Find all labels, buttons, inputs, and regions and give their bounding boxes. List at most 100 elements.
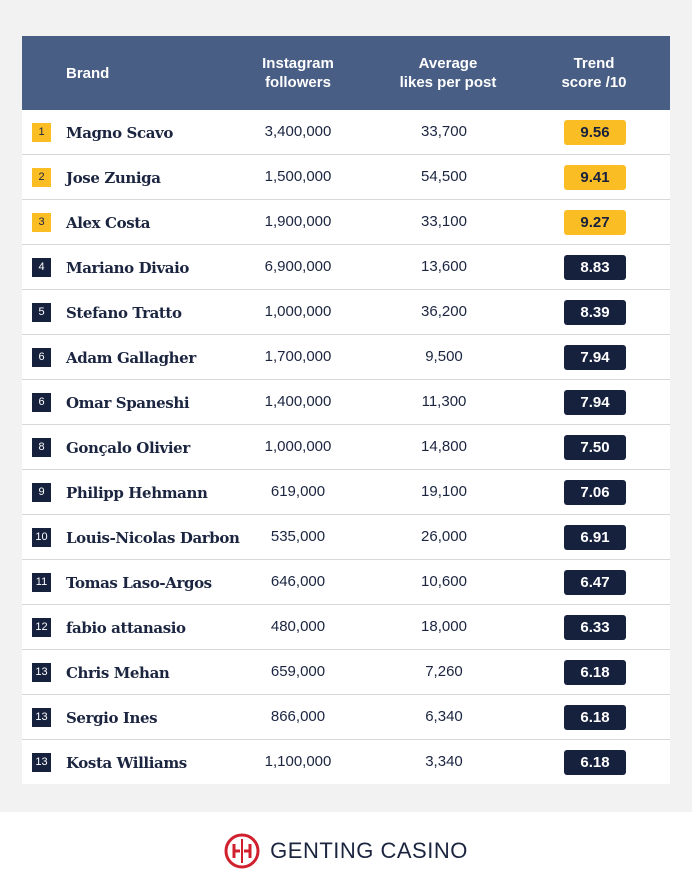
table-row: 12 fabio attanasio 480,000 18,000 6.33 bbox=[22, 605, 670, 650]
trend-score-badge: 6.91 bbox=[564, 525, 626, 550]
table-row: 8 Gonçalo Olivier 1,000,000 14,800 7.50 bbox=[22, 425, 670, 470]
followers-value: 646,000 bbox=[270, 573, 326, 590]
header-brand-label: Brand bbox=[66, 64, 110, 82]
trend-score-badge: 6.18 bbox=[564, 705, 626, 730]
rank-badge: 2 bbox=[32, 168, 51, 187]
likes-value: 6,340 bbox=[425, 708, 463, 725]
followers-value: 1,900,000 bbox=[264, 213, 332, 230]
likes-value: 3,340 bbox=[425, 753, 463, 770]
brand-name: Kosta Williams bbox=[66, 754, 187, 772]
likes-value: 19,100 bbox=[421, 483, 467, 500]
likes-value: 36,200 bbox=[421, 303, 467, 320]
table-row: 9 Philipp Hehmann 619,000 19,100 7.06 bbox=[22, 470, 670, 515]
followers-value: 3,400,000 bbox=[264, 123, 332, 140]
header-likes-line1: Average bbox=[418, 55, 478, 72]
trend-score-badge: 7.50 bbox=[564, 435, 626, 460]
table-row: 6 Omar Spaneshi 1,400,000 11,300 7.94 bbox=[22, 380, 670, 425]
rank-badge: 1 bbox=[32, 123, 51, 142]
rank-badge: 6 bbox=[32, 393, 51, 412]
followers-value: 1,700,000 bbox=[264, 348, 332, 365]
followers-value: 480,000 bbox=[270, 618, 326, 635]
likes-value: 10,600 bbox=[421, 573, 467, 590]
table-row: 13 Chris Mehan 659,000 7,260 6.18 bbox=[22, 650, 670, 695]
followers-value: 1,500,000 bbox=[264, 168, 332, 185]
header-likes-line2: likes per post bbox=[399, 74, 497, 91]
rank-badge: 5 bbox=[32, 303, 51, 322]
brand-name: Adam Gallagher bbox=[66, 349, 196, 367]
followers-value: 1,400,000 bbox=[264, 393, 332, 410]
header-trend-line1: Trend bbox=[573, 55, 615, 72]
followers-value: 535,000 bbox=[270, 528, 326, 545]
likes-value: 33,700 bbox=[421, 123, 467, 140]
rank-badge: 8 bbox=[32, 438, 51, 457]
table-row: 2 Jose Zuniga 1,500,000 54,500 9.41 bbox=[22, 155, 670, 200]
table-row: 6 Adam Gallagher 1,700,000 9,500 7.94 bbox=[22, 335, 670, 380]
trend-score-badge: 6.47 bbox=[564, 570, 626, 595]
followers-value: 659,000 bbox=[270, 663, 326, 680]
header-trend-line2: score /10 bbox=[561, 74, 627, 91]
trend-score-badge: 9.27 bbox=[564, 210, 626, 235]
followers-value: 619,000 bbox=[270, 483, 326, 500]
trend-score-badge: 7.94 bbox=[564, 345, 626, 370]
table-row: 13 Kosta Williams 1,100,000 3,340 6.18 bbox=[22, 740, 670, 784]
brand-name: Stefano Tratto bbox=[66, 304, 182, 322]
rank-badge: 13 bbox=[32, 753, 51, 772]
trend-score-badge: 7.06 bbox=[564, 480, 626, 505]
likes-value: 14,800 bbox=[421, 438, 467, 455]
header-followers-line2: followers bbox=[265, 74, 331, 91]
header-followers-line1: Instagram bbox=[262, 55, 334, 72]
likes-value: 33,100 bbox=[421, 213, 467, 230]
brand-name: Jose Zuniga bbox=[66, 169, 161, 187]
followers-value: 866,000 bbox=[270, 708, 326, 725]
brand-name: fabio attanasio bbox=[66, 619, 186, 637]
trend-score-badge: 7.94 bbox=[564, 390, 626, 415]
brand-name: Louis-Nicolas Darbon bbox=[66, 529, 240, 547]
brand-name: Alex Costa bbox=[66, 214, 151, 232]
trend-score-badge: 6.18 bbox=[564, 660, 626, 685]
rank-badge: 10 bbox=[32, 528, 51, 547]
trend-score-badge: 6.18 bbox=[564, 750, 626, 775]
followers-value: 1,100,000 bbox=[264, 753, 332, 770]
table-row: 13 Sergio Ines 866,000 6,340 6.18 bbox=[22, 695, 670, 740]
likes-value: 13,600 bbox=[421, 258, 467, 275]
followers-value: 6,900,000 bbox=[264, 258, 332, 275]
table-row: 1 Magno Scavo 3,400,000 33,700 9.56 bbox=[22, 110, 670, 155]
likes-value: 26,000 bbox=[421, 528, 467, 545]
brand-name: Gonçalo Olivier bbox=[66, 439, 190, 457]
header-followers: Instagram followers bbox=[248, 36, 348, 110]
brand-name: Chris Mehan bbox=[66, 664, 170, 682]
rank-badge: 4 bbox=[32, 258, 51, 277]
trend-score-badge: 9.41 bbox=[564, 165, 626, 190]
header-trend: Trend score /10 bbox=[542, 36, 646, 110]
table-row: 5 Stefano Tratto 1,000,000 36,200 8.39 bbox=[22, 290, 670, 335]
brand-name: Sergio Ines bbox=[66, 709, 158, 727]
table-header: Brand Instagram followers Average likes … bbox=[22, 36, 670, 110]
table-row: 4 Mariano Divaio 6,900,000 13,600 8.83 bbox=[22, 245, 670, 290]
brand-name: Philipp Hehmann bbox=[66, 484, 208, 502]
table-row: 10 Louis-Nicolas Darbon 535,000 26,000 6.91 bbox=[22, 515, 670, 560]
rank-badge: 12 bbox=[32, 618, 51, 637]
brand-name: Omar Spaneshi bbox=[66, 394, 190, 412]
brand-name: Magno Scavo bbox=[66, 124, 173, 142]
likes-value: 7,260 bbox=[425, 663, 463, 680]
genting-casino-logo-text: GENTING CASINO bbox=[270, 837, 468, 863]
followers-value: 1,000,000 bbox=[264, 303, 332, 320]
header-brand: Brand bbox=[66, 36, 109, 110]
trend-score-badge: 9.56 bbox=[564, 120, 626, 145]
likes-value: 11,300 bbox=[421, 393, 467, 410]
brand-name: Tomas Laso-Argos bbox=[66, 574, 212, 592]
rank-badge: 9 bbox=[32, 483, 51, 502]
ranking-table: Brand Instagram followers Average likes … bbox=[22, 36, 670, 784]
followers-value: 1,000,000 bbox=[264, 438, 332, 455]
trend-score-badge: 8.83 bbox=[564, 255, 626, 280]
rank-badge: 3 bbox=[32, 213, 51, 232]
rank-badge: 13 bbox=[32, 663, 51, 682]
rank-badge: 13 bbox=[32, 708, 51, 727]
footer: GENTING CASINO bbox=[0, 812, 692, 889]
genting-logo-icon bbox=[224, 833, 260, 868]
brand-name: Mariano Divaio bbox=[66, 259, 190, 277]
likes-value: 9,500 bbox=[425, 348, 463, 365]
rank-badge: 11 bbox=[32, 573, 51, 592]
rank-badge: 6 bbox=[32, 348, 51, 367]
likes-value: 54,500 bbox=[421, 168, 467, 185]
